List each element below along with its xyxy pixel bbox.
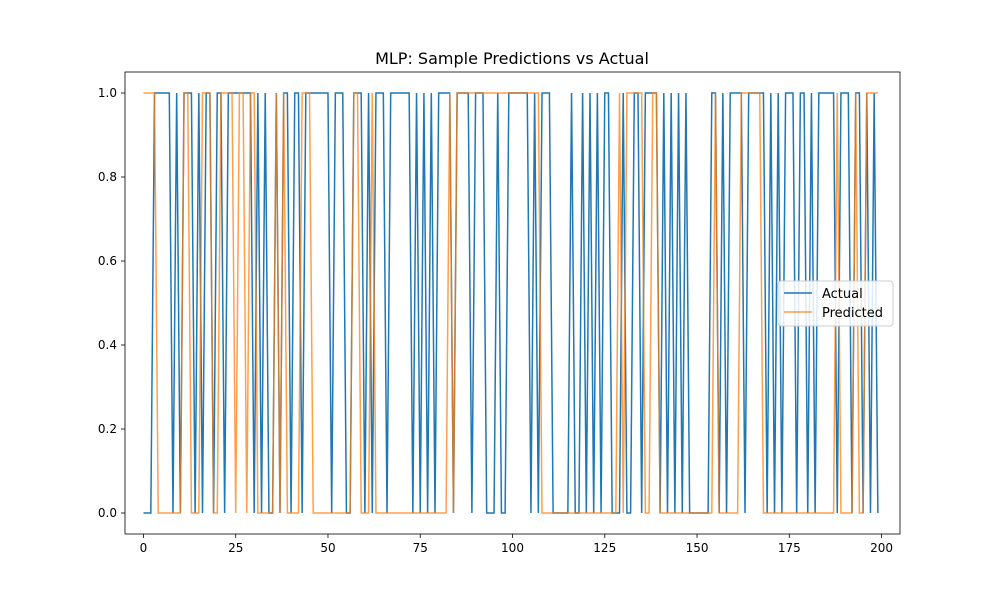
- x-tick-label: 100: [501, 541, 524, 555]
- y-axis: 0.0 0.2 0.4 0.6 0.8 1.0: [98, 86, 125, 520]
- chart-title: MLP: Sample Predictions vs Actual: [375, 49, 649, 68]
- y-tick-label: 0.4: [98, 338, 117, 352]
- y-tick-label: 0.8: [98, 170, 117, 184]
- y-tick-label: 1.0: [98, 86, 117, 100]
- x-axis: 0 25 50 75 100 125 150 175 200: [140, 534, 893, 555]
- x-tick-label: 175: [778, 541, 801, 555]
- series-line-predicted: [143, 92, 878, 514]
- y-tick-label: 0.0: [98, 506, 117, 520]
- x-tick-label: 75: [413, 541, 428, 555]
- x-tick-label: 150: [686, 541, 709, 555]
- y-tick-label: 0.2: [98, 422, 117, 436]
- series-layer: [143, 92, 879, 514]
- x-tick-label: 25: [228, 541, 243, 555]
- y-tick-label: 0.6: [98, 254, 117, 268]
- legend-label-predicted: Predicted: [822, 306, 883, 321]
- legend: Actual Predicted: [777, 280, 894, 327]
- x-tick-label: 200: [870, 541, 893, 555]
- x-tick-label: 0: [140, 541, 148, 555]
- legend-label-actual: Actual: [822, 287, 863, 302]
- x-tick-label: 125: [593, 541, 616, 555]
- x-tick-label: 50: [320, 541, 335, 555]
